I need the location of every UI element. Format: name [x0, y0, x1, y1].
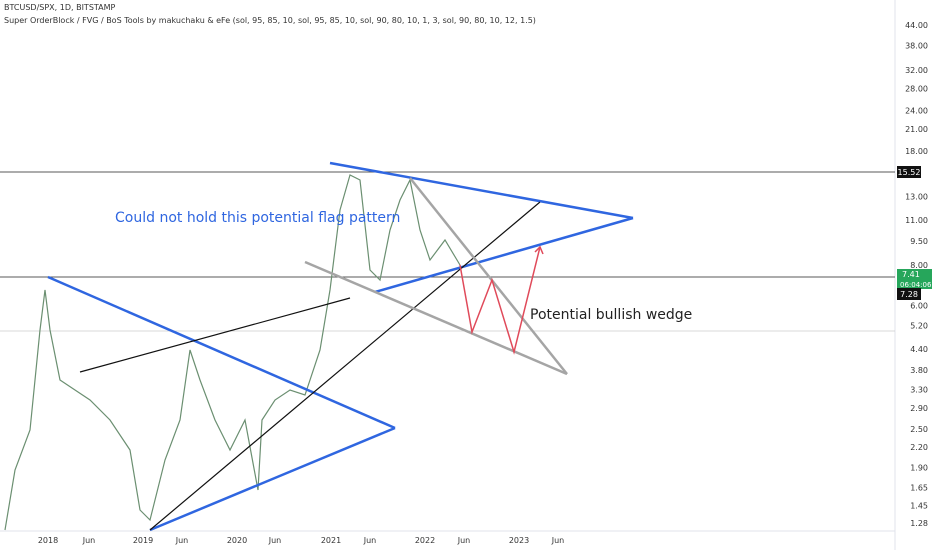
time-label: 2019 — [133, 536, 153, 545]
time-label: 2018 — [38, 536, 58, 545]
price-tags: 15.52 7.41 06:04:06 7.28 — [897, 166, 932, 300]
price-line — [4, 174, 461, 531]
price-label: 44.00 — [905, 21, 928, 30]
price-label: 1.90 — [910, 463, 928, 472]
time-label: Jun — [551, 536, 565, 545]
time-label: 2021 — [321, 536, 341, 545]
time-label: Jun — [363, 536, 377, 545]
price-tag: 7.41 — [902, 270, 920, 279]
price-tag: 15.52 — [898, 168, 921, 177]
price-label: 38.00 — [905, 42, 928, 51]
price-label: 24.00 — [905, 106, 928, 115]
price-label: 8.00 — [910, 261, 928, 270]
time-label: Jun — [457, 536, 471, 545]
price-label: 9.50 — [910, 237, 928, 246]
price-label: 13.00 — [905, 193, 928, 202]
price-label: 5.20 — [910, 322, 928, 331]
tag-bg — [897, 166, 921, 178]
price-label: 11.00 — [905, 216, 928, 225]
price-label: 2.50 — [910, 425, 928, 434]
price-label: 1.65 — [910, 483, 928, 492]
time-label: Jun — [268, 536, 282, 545]
time-label: 2022 — [415, 536, 435, 545]
price-label: 3.80 — [910, 366, 928, 375]
flag-lines — [47, 161, 634, 532]
price-label: 1.45 — [910, 501, 928, 510]
price-label: 3.30 — [910, 386, 928, 395]
price-label: 18.00 — [905, 147, 928, 156]
price-label: 6.00 — [910, 302, 928, 311]
annotation: Could not hold this potential flag patte… — [115, 210, 400, 226]
price-label: 21.00 — [905, 125, 928, 134]
projection-path — [459, 246, 541, 355]
annotation: Potential bullish wedge — [530, 307, 692, 323]
time-label: 2023 — [509, 536, 529, 545]
trend-lines — [79, 201, 541, 531]
symbol: BTCUSD/SPX, 1D, BITSTAMP — [4, 3, 116, 12]
indicator: Super OrderBlock / FVG / BoS Tools by ma… — [4, 16, 536, 25]
price-label: 28.00 — [905, 85, 928, 94]
price-label: 2.20 — [910, 443, 928, 452]
time-label: 2020 — [227, 536, 247, 545]
price-label: 32.00 — [905, 66, 928, 75]
time-label: Jun — [175, 536, 189, 545]
price-label: 2.90 — [910, 404, 928, 413]
countdown: 06:04:06 — [900, 281, 932, 289]
tag-bg — [897, 269, 932, 289]
wedge-lines — [304, 177, 568, 376]
tag-bg — [897, 288, 921, 300]
price-label: 4.40 — [910, 345, 928, 354]
price-label: 1.28 — [910, 519, 928, 528]
time-label: Jun — [82, 536, 96, 545]
arrow-head — [534, 245, 544, 255]
price-tag: 7.28 — [900, 290, 918, 299]
